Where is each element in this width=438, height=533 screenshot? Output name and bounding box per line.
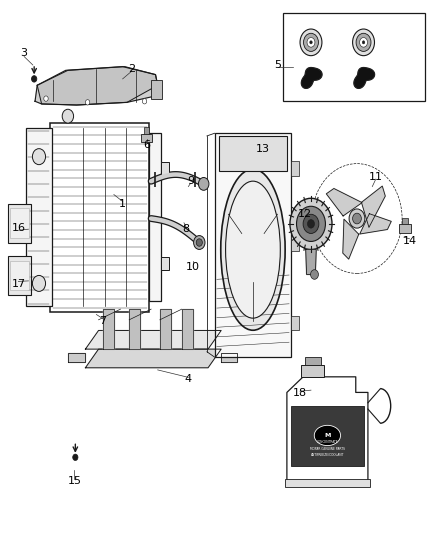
Bar — [291, 236, 299, 251]
Circle shape — [307, 220, 314, 228]
Text: 3: 3 — [21, 49, 28, 58]
Polygon shape — [35, 67, 158, 105]
Text: MOPAR GENUINE PARTS: MOPAR GENUINE PARTS — [310, 447, 345, 451]
Polygon shape — [326, 189, 362, 216]
Circle shape — [32, 276, 46, 292]
Bar — [283, 13, 425, 101]
Circle shape — [360, 37, 367, 47]
Bar — [399, 224, 411, 233]
Circle shape — [310, 41, 312, 44]
Text: 13: 13 — [256, 144, 270, 154]
Circle shape — [62, 109, 74, 123]
Text: CONCENTRATE: CONCENTRATE — [317, 440, 338, 445]
Bar — [8, 204, 31, 243]
Text: 18: 18 — [293, 389, 307, 398]
Text: 8: 8 — [183, 224, 190, 234]
Bar — [10, 208, 29, 238]
Text: 17: 17 — [11, 279, 25, 288]
Bar — [215, 133, 291, 357]
Circle shape — [362, 41, 365, 44]
Bar — [161, 162, 169, 175]
Polygon shape — [221, 353, 237, 362]
Polygon shape — [85, 330, 221, 349]
Text: M: M — [324, 433, 331, 438]
Text: 10: 10 — [186, 262, 200, 271]
Circle shape — [353, 213, 361, 224]
Polygon shape — [85, 349, 221, 368]
Circle shape — [32, 76, 37, 82]
Circle shape — [85, 100, 90, 105]
Text: ANTIFREEZE/COOLANT: ANTIFREEZE/COOLANT — [311, 453, 344, 457]
Circle shape — [307, 37, 315, 47]
Circle shape — [304, 33, 318, 51]
Text: 16: 16 — [11, 223, 25, 233]
Text: 5: 5 — [275, 60, 282, 70]
Text: 2: 2 — [128, 64, 135, 74]
Bar — [144, 127, 149, 134]
Bar — [50, 123, 149, 312]
Bar — [291, 406, 364, 466]
Circle shape — [44, 96, 48, 101]
Text: 11: 11 — [369, 172, 383, 182]
Bar — [149, 133, 161, 301]
Bar — [291, 316, 299, 330]
Bar — [219, 136, 287, 171]
Text: 15: 15 — [67, 476, 81, 486]
Bar — [402, 218, 408, 224]
Bar — [26, 128, 52, 306]
Circle shape — [297, 206, 325, 241]
Circle shape — [300, 29, 322, 55]
Polygon shape — [287, 377, 368, 481]
Bar — [291, 161, 299, 176]
Circle shape — [290, 198, 332, 249]
Bar — [151, 80, 162, 99]
Bar — [161, 257, 169, 270]
Polygon shape — [129, 309, 140, 349]
Text: 9: 9 — [187, 176, 194, 186]
Bar — [305, 357, 321, 365]
Polygon shape — [37, 67, 158, 105]
Polygon shape — [68, 353, 85, 362]
Polygon shape — [360, 214, 391, 234]
Text: 7: 7 — [99, 316, 106, 326]
Text: 14: 14 — [403, 236, 417, 246]
Text: 4: 4 — [185, 375, 192, 384]
Circle shape — [73, 454, 78, 461]
Bar — [141, 134, 152, 142]
Polygon shape — [182, 309, 193, 349]
Ellipse shape — [221, 169, 285, 330]
Polygon shape — [361, 186, 385, 228]
Polygon shape — [301, 68, 322, 88]
Polygon shape — [343, 219, 359, 259]
Text: 1: 1 — [119, 199, 126, 208]
Circle shape — [142, 99, 147, 104]
Polygon shape — [306, 249, 316, 274]
Polygon shape — [103, 309, 114, 349]
Bar — [10, 261, 29, 290]
Circle shape — [32, 149, 46, 165]
Circle shape — [194, 236, 205, 249]
Ellipse shape — [226, 181, 280, 318]
Circle shape — [349, 209, 365, 228]
Text: 12: 12 — [297, 209, 311, 219]
Circle shape — [196, 239, 202, 246]
Bar — [301, 365, 324, 377]
Circle shape — [198, 177, 209, 190]
Bar — [285, 479, 370, 487]
Text: 6: 6 — [143, 140, 150, 150]
Polygon shape — [354, 68, 374, 88]
Circle shape — [356, 33, 371, 51]
Circle shape — [311, 270, 318, 279]
Ellipse shape — [314, 425, 341, 446]
Polygon shape — [160, 309, 171, 349]
Bar — [8, 256, 31, 295]
Circle shape — [353, 29, 374, 55]
Circle shape — [303, 214, 319, 233]
